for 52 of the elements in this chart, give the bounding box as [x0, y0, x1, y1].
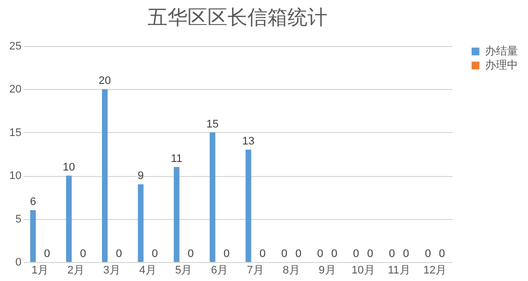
data-label: 0 [259, 248, 266, 260]
bar [174, 166, 180, 262]
data-label: 6 [30, 196, 36, 208]
x-tick-label: 1月 [31, 264, 49, 276]
data-label: 0 [403, 248, 410, 260]
data-label: 20 [98, 75, 111, 88]
x-tick-label: 10月 [352, 264, 375, 276]
x-tick-label: 5月 [175, 264, 192, 276]
data-label: 0 [44, 248, 50, 260]
x-tick-label: 11月 [388, 264, 410, 276]
data-label: 0 [424, 248, 431, 260]
legend-label: 办结量 [485, 44, 518, 58]
y-tick-label: 25 [9, 40, 22, 52]
data-label: 0 [438, 248, 446, 260]
y-tick-label: 0 [15, 256, 22, 268]
data-label: 0 [188, 248, 194, 260]
y-tick-label: 10 [9, 170, 22, 182]
data-label: 0 [295, 248, 302, 260]
data-label: 15 [206, 118, 219, 130]
bar [102, 89, 108, 262]
data-label: 0 [353, 248, 360, 260]
legend-label: 办理中 [485, 58, 518, 72]
data-label: 0 [116, 248, 122, 260]
y-tick-label: 20 [9, 84, 22, 96]
data-label: 10 [62, 162, 76, 174]
y-tick-label: 5 [15, 213, 22, 226]
bar [246, 150, 252, 262]
x-tick-label: 3月 [103, 264, 120, 276]
data-label: 13 [242, 136, 255, 148]
bar [30, 210, 36, 262]
data-label: 11 [170, 152, 182, 165]
x-tick-label: 8月 [282, 264, 300, 276]
data-label: 0 [317, 248, 324, 260]
data-label: 0 [331, 248, 338, 260]
data-label: 0 [367, 248, 374, 260]
y-tick-label: 15 [9, 126, 22, 139]
data-label: 0 [152, 248, 158, 260]
bar [138, 184, 144, 262]
x-tick-label: 4月 [139, 264, 156, 276]
data-label: 0 [281, 248, 288, 260]
x-tick-label: 12月 [423, 264, 447, 276]
x-tick-label: 7月 [246, 264, 264, 276]
data-label: 9 [138, 170, 144, 182]
bar [210, 132, 216, 262]
x-tick-label: 9月 [318, 264, 336, 276]
data-label: 0 [80, 248, 86, 260]
data-label: 0 [388, 248, 396, 260]
chart-title: 五华区区长信箱统计 [148, 7, 328, 29]
x-tick-label: 6月 [210, 264, 228, 276]
x-tick-label: 2月 [67, 264, 85, 276]
bar [66, 176, 72, 262]
data-label: 0 [224, 248, 230, 260]
